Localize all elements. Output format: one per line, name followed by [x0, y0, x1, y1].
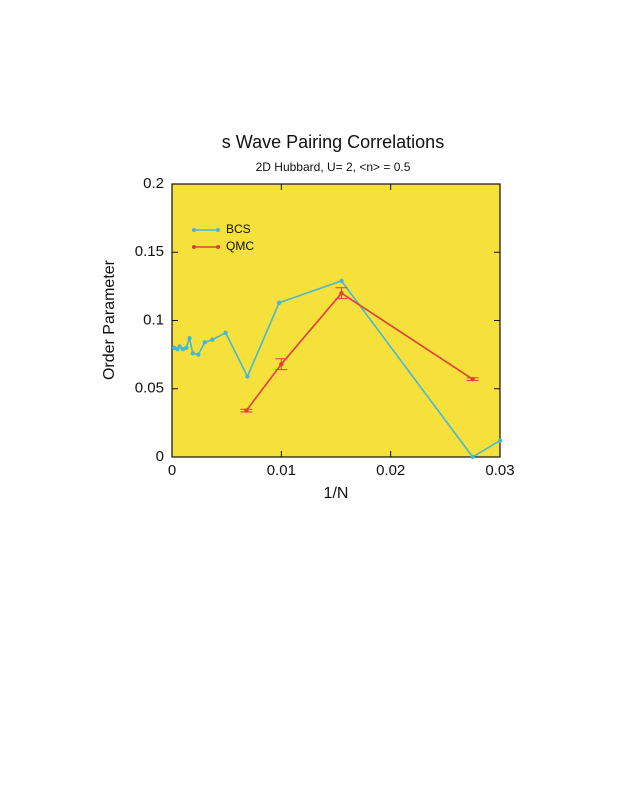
x-tick-label: 0.01 — [267, 462, 296, 479]
legend-marker — [216, 245, 220, 249]
data-point — [190, 351, 195, 356]
y-tick-label: 0 — [156, 448, 164, 465]
y-tick-label: 0.15 — [135, 243, 164, 260]
data-point — [279, 361, 284, 367]
data-point — [470, 376, 475, 382]
data-point — [210, 337, 215, 342]
y-axis-label: Order Parameter — [101, 259, 118, 380]
x-tick-label: 0.03 — [485, 462, 514, 479]
chart-title: s Wave Pairing Correlations — [222, 132, 444, 152]
data-point — [470, 454, 475, 460]
legend-marker — [216, 228, 220, 232]
legend-label: QMC — [226, 239, 254, 253]
x-tick-label: 0 — [168, 462, 176, 479]
x-axis-label: 1/N — [324, 485, 349, 502]
y-tick-label: 0.2 — [143, 175, 164, 192]
data-point — [339, 278, 344, 284]
data-point — [177, 344, 182, 349]
data-point — [497, 438, 503, 443]
data-point — [196, 352, 201, 357]
x-tick-label: 0.02 — [376, 462, 405, 479]
data-point — [202, 340, 207, 345]
data-point — [223, 330, 228, 335]
y-tick-label: 0.1 — [143, 311, 164, 328]
data-point — [276, 300, 282, 305]
legend-marker — [192, 245, 196, 249]
data-point — [339, 291, 344, 296]
plot-area — [171, 183, 501, 458]
series-line — [245, 292, 474, 412]
y-tick-label: 0.05 — [135, 380, 164, 397]
legend-label: BCS — [226, 222, 251, 236]
chart-subtitle: 2D Hubbard, U= 2, <n> = 0.5 — [256, 160, 411, 174]
data-point — [187, 336, 192, 341]
data-point — [245, 374, 250, 379]
legend-marker — [192, 228, 196, 232]
data-point — [184, 345, 189, 350]
data-point — [244, 408, 249, 413]
